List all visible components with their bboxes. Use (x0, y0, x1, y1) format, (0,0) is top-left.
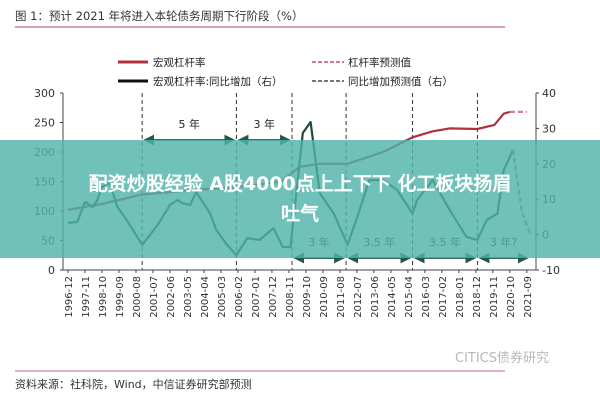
right-tick-label: 40 (542, 87, 556, 100)
legend-label-leverage-forecast: 杠杆率预测值 (348, 56, 411, 69)
banner-headline-line2: 吐气 (281, 202, 319, 225)
left-tick-label: 0 (48, 264, 55, 277)
cycle-label: 5 年 (179, 117, 201, 131)
x-tick-label: 1997-11 (81, 276, 92, 318)
x-tick-label: 2005-03 (217, 276, 228, 318)
chart-title: 图 1：预计 2021 年将进入本轮债务周期下行阶段（%） (15, 9, 303, 23)
x-tick-label: 1998-10 (98, 276, 109, 318)
legend-label-leverage: 宏观杠杆率 (153, 56, 206, 69)
x-tick-label: 2018-12 (472, 276, 483, 318)
watermark: CITICS债券研究 (455, 350, 549, 366)
x-tick-label: 2007-12 (268, 276, 279, 318)
right-tick-label: -10 (542, 264, 560, 277)
banner-overlay (0, 140, 600, 258)
x-tick-label: 2011-08 (336, 276, 347, 318)
left-tick-label: 300 (34, 87, 55, 100)
x-tick-label: 2018-01 (455, 276, 466, 318)
x-tick-label: 2008-11 (285, 276, 296, 318)
x-tick-label: 2013-06 (370, 276, 381, 318)
legend-label-yoy: 宏观杠杆率:同比增加（右） (153, 75, 283, 88)
x-tick-label: 2006-02 (234, 276, 245, 318)
x-tick-label: 2000-08 (132, 276, 143, 318)
x-tick-label: 2014-05 (387, 276, 398, 318)
x-tick-label: 2002-06 (166, 276, 177, 318)
x-tick-label: 2019-11 (489, 276, 500, 318)
banner-headline-line1: 配资炒股经验 A股4000点上上下下 化工板块扬眉 (89, 172, 512, 195)
x-tick-label: 2007-01 (251, 276, 262, 318)
legend: 宏观杠杆率 杠杆率预测值 宏观杠杆率:同比增加（右） 同比增加预测值（右） (118, 56, 453, 88)
cycle-label: 3 年 (253, 117, 275, 131)
x-tick-label: 2009-10 (302, 276, 313, 318)
left-tick-label: 250 (34, 117, 55, 130)
x-tick-label: 2004-04 (200, 276, 211, 318)
legend-label-yoy-forecast: 同比增加预测值（右） (348, 75, 453, 88)
x-tick-label: 1999-09 (115, 276, 126, 318)
x-tick-label: 2001-07 (149, 276, 160, 318)
x-tick-label: 2021-09 (523, 276, 534, 318)
x-tick-label: 2017-02 (438, 276, 449, 318)
x-tick-label: 2020-10 (506, 276, 517, 318)
x-tick-label: 2010-09 (319, 276, 330, 318)
x-tick-label: 2016-03 (421, 276, 432, 318)
x-tick-label: 2012-07 (353, 276, 364, 318)
x-tick-label: 2015-04 (404, 276, 415, 318)
right-tick-label: 30 (542, 122, 556, 135)
x-tick-label: 1996-12 (64, 276, 75, 318)
source-note: 资料来源：社科院，Wind，中信证券研究部预测 (15, 377, 252, 391)
x-tick-label: 2003-05 (183, 276, 194, 318)
